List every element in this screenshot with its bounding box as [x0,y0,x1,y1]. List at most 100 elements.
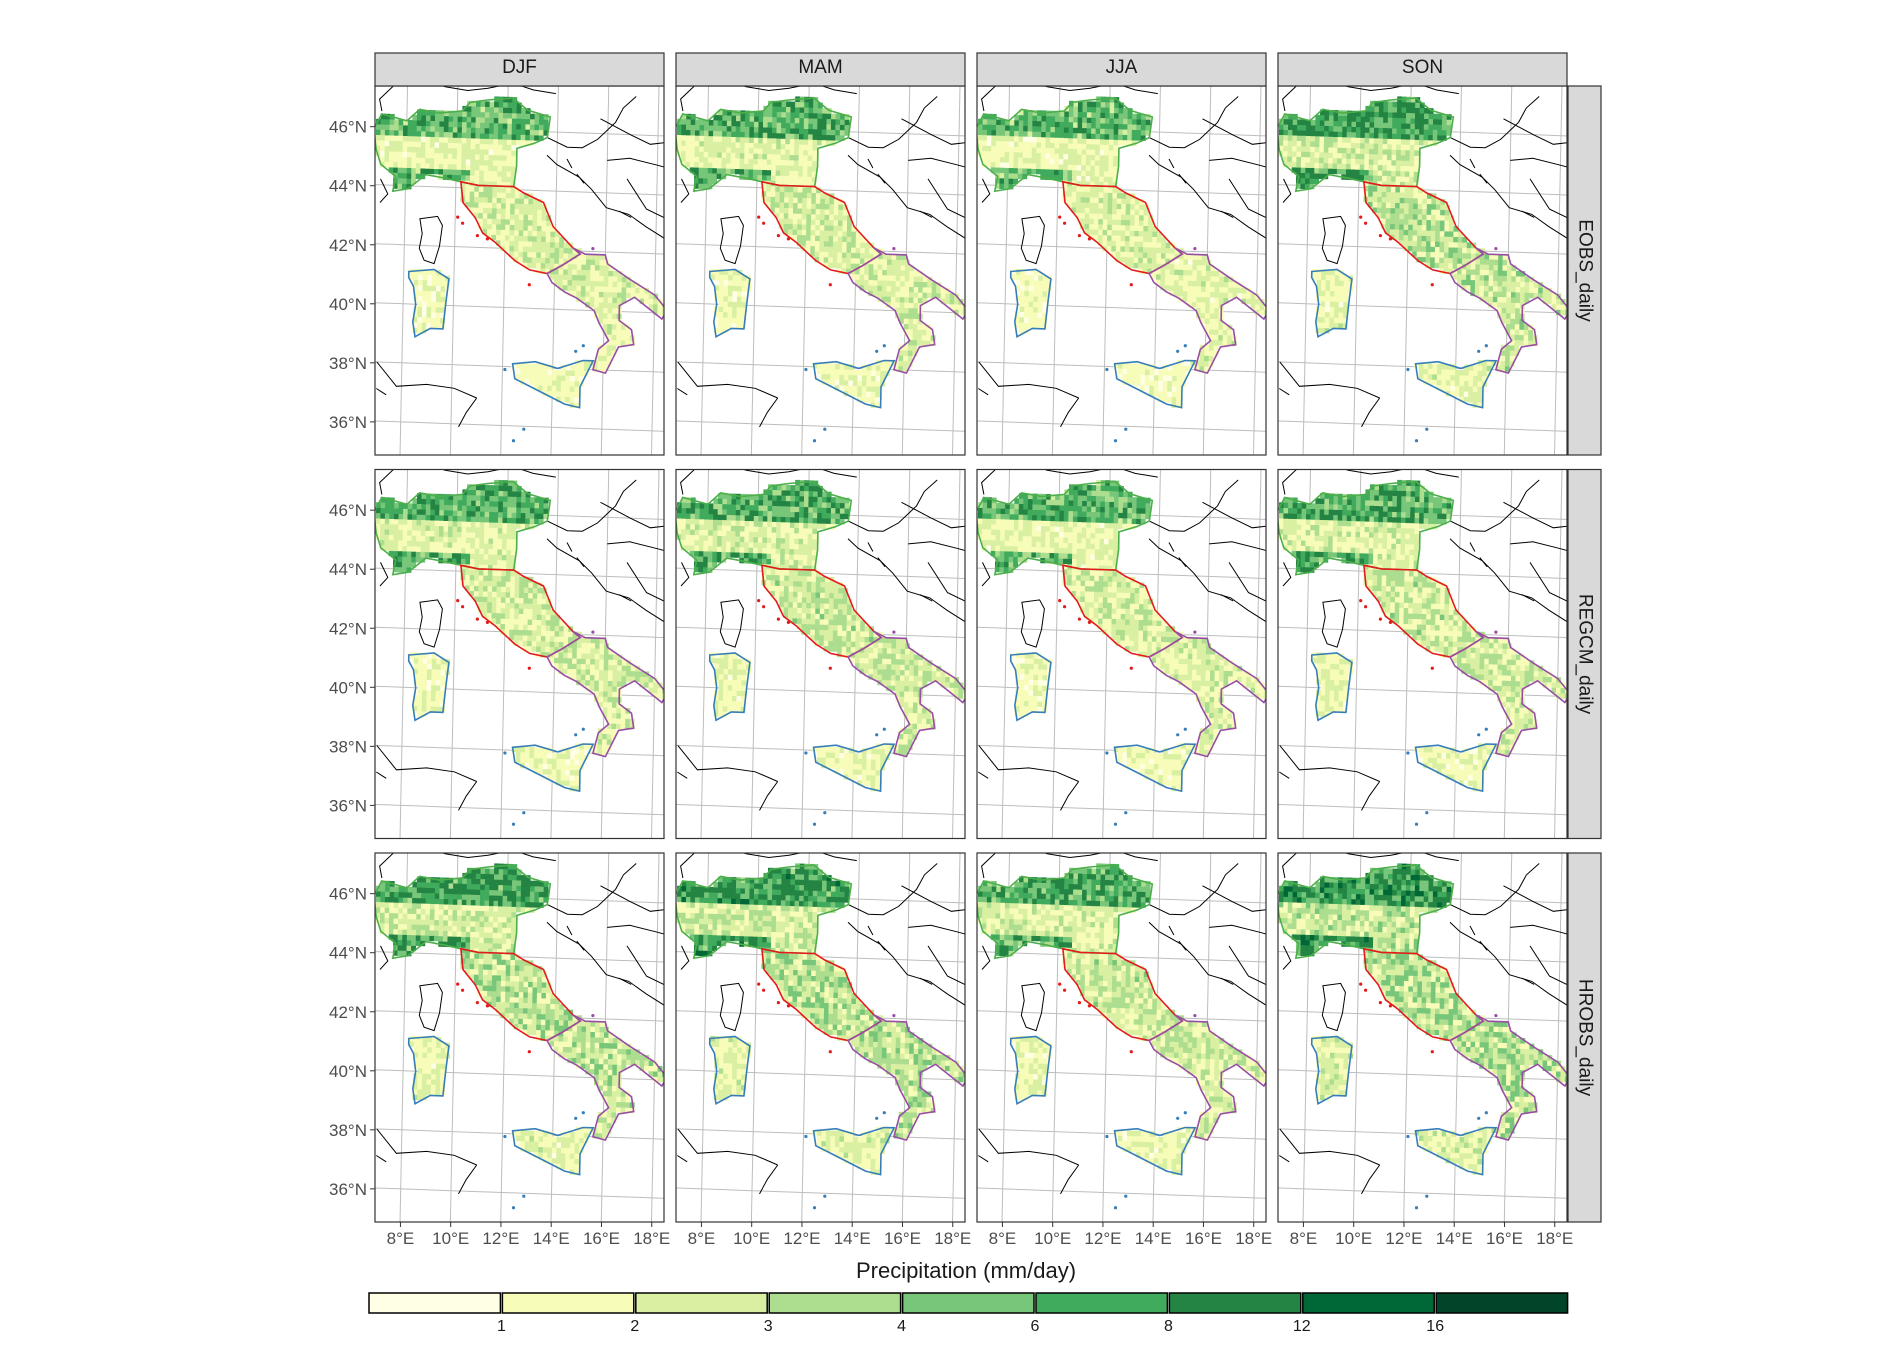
precip-cell [799,133,804,140]
precip-cell [516,746,521,753]
precip-cell [761,185,767,192]
precip-cell [741,307,747,313]
precip-cell [599,281,604,287]
precip-cell [726,152,732,159]
precip-cell [891,270,897,276]
precip-cell [762,137,768,144]
precip-cell [1493,254,1499,260]
precip-cell [789,149,795,155]
precip-cell [518,635,524,641]
precip-cell [590,653,596,660]
precip-cell [1387,133,1393,139]
precip-cell [771,164,777,171]
precip-cell [1324,109,1330,116]
precip-cell [1342,126,1348,132]
country-border [546,154,664,239]
precip-cell [616,340,621,346]
precip-cell [1013,157,1019,163]
precip-cell [859,279,865,286]
precip-cell [737,280,743,287]
precip-cell [731,136,736,143]
precip-cell [1417,208,1423,215]
precip-cell [819,246,825,252]
precip-cell [882,259,888,265]
precip-cell [474,196,479,203]
precip-cell [788,218,794,225]
precip-cell [518,230,524,236]
precip-cell [434,158,439,164]
precip-cell [375,134,381,141]
precip-cell [511,134,517,140]
precip-cell [581,647,587,654]
precip-cell [1430,246,1436,253]
precip-cell [717,141,723,148]
precip-cell [771,143,777,150]
graticule-lat [1278,302,1567,314]
precip-cell [884,360,890,366]
precip-cell [380,124,386,130]
precip-cell [744,126,750,133]
precip-cell [1014,322,1020,328]
precip-cell [1505,329,1511,335]
precip-cell [431,275,437,281]
precip-cell [698,178,704,184]
precip-cell [539,114,545,120]
precip-cell [1104,149,1110,156]
precip-cell [1427,193,1432,199]
precip-cell [1204,344,1210,351]
precip-cell [1453,226,1459,232]
precip-cell [1392,112,1398,118]
precip-cell [1444,236,1450,242]
precip-cell [812,123,818,130]
precip-cell [1228,287,1234,293]
precip-cell [460,191,466,197]
precip-cell [1210,281,1216,287]
precip-cell [1160,274,1166,280]
precip-cell [877,290,883,297]
precip-cell [488,160,494,166]
precip-cell [1482,376,1487,382]
north-region-outline [977,97,1154,193]
precip-cell [398,140,404,147]
precip-cell [422,652,428,659]
precip-cell [815,214,821,220]
precip-cell [393,162,399,168]
precip-cell [478,202,484,208]
precip-cell [1296,167,1302,173]
precip-cell [1131,129,1137,136]
precip-cell [817,363,822,369]
precip-cell [798,139,804,145]
precip-cell [1107,203,1113,209]
precip-cell [940,298,946,304]
precip-cell [839,135,845,141]
precip-cell [1306,119,1312,126]
country-border [376,361,477,399]
precip-cell [1098,192,1104,198]
precip-cell [652,309,658,316]
precip-cell [1250,304,1256,310]
precip-cell [522,635,528,641]
country-border [1449,154,1567,239]
precip-cell [990,167,996,173]
precip-cell [653,682,658,688]
precip-cell [1387,117,1393,123]
precip-cell [648,298,654,305]
precip-cell [1127,124,1133,130]
precip-cell [1448,236,1454,243]
precip-cell [616,297,622,304]
precip-cell [698,183,704,189]
precip-cell [549,636,555,642]
precip-cell [1095,128,1101,134]
precip-cell [982,129,988,136]
precip-cell [1200,291,1206,298]
precip-cell [422,668,428,675]
precip-cell [1464,370,1469,376]
precip-cell [420,157,426,164]
precip-cell [1435,236,1440,242]
precip-cell [718,295,724,302]
precip-cell [1139,199,1145,205]
precip-cell [1369,138,1375,144]
precip-cell [469,196,475,203]
precip-cell [1042,291,1048,297]
precip-cell [495,240,501,246]
